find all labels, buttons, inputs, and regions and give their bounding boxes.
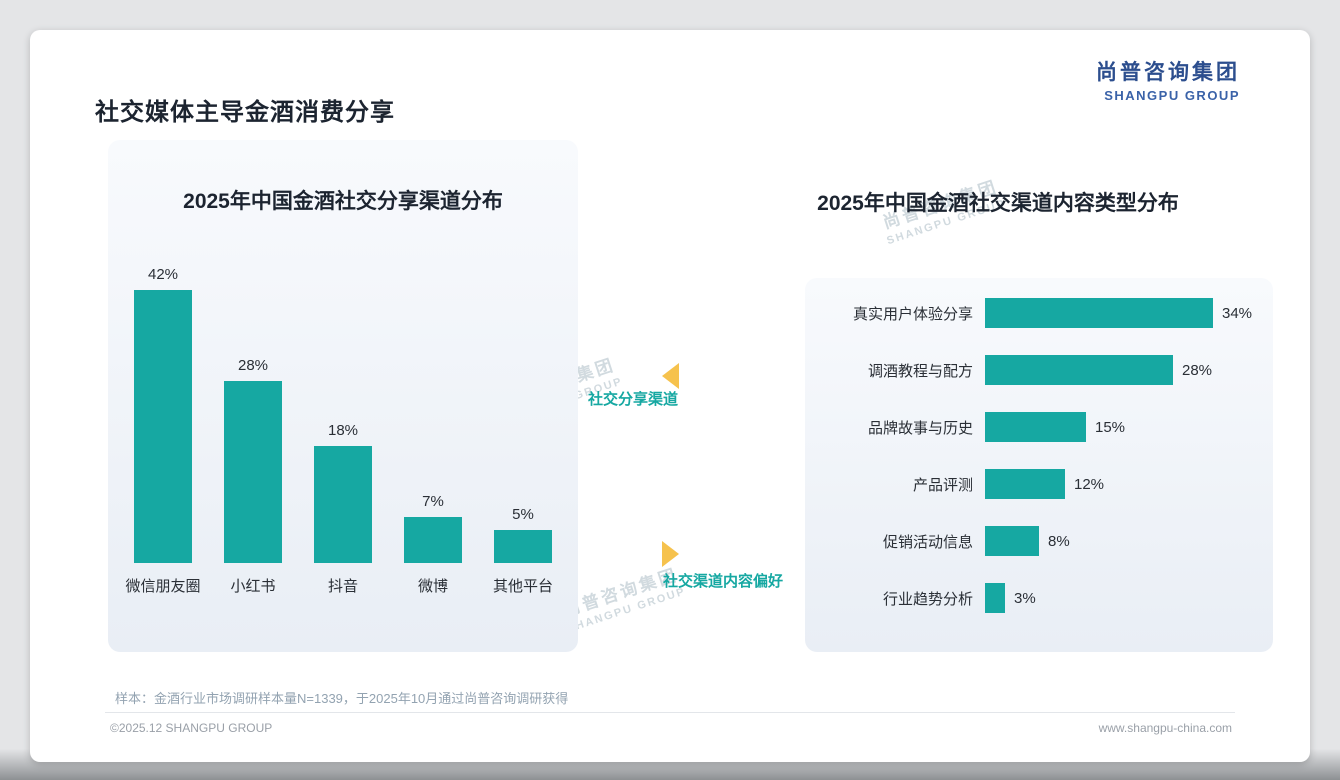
bar-group: 18% 抖音 (299, 242, 387, 595)
logo-english-text: SHANGPU GROUP (1104, 88, 1240, 103)
bar-category-label: 微信朋友圈 (125, 578, 201, 595)
bar-value-label: 34% (1222, 304, 1253, 322)
bar-value-label: 15% (1095, 418, 1126, 436)
footer-website: www.shangpu-china.com (1098, 721, 1232, 735)
sample-note: 样本：金酒行业市场调研样本量N=1339，于2025年10月通过尚普咨询调研获得 (115, 691, 569, 706)
bar-value-label: 12% (1074, 475, 1105, 493)
left-chart-title: 2025年中国金酒社交分享渠道分布 (183, 190, 503, 214)
company-logo: 尚普咨询集团 SHANGPU GROUP (1096, 56, 1240, 103)
content-type-bar-chart: 真实用户体验分享 34% 调酒教程与配方 28% 品牌故事与历史 15% 产品评测 12% 促销… (815, 298, 1265, 640)
bar (314, 446, 372, 563)
arrow-left-icon (662, 363, 679, 389)
bar-value-label: 3% (1014, 589, 1036, 607)
right-chart-annotation: 社交渠道内容偏好 (663, 573, 784, 590)
left-chart-annotation: 社交分享渠道 (588, 391, 679, 408)
bar-category-label: 调酒教程与配方 (867, 362, 973, 380)
logo-chinese-text: 尚普咨询集团 (1096, 61, 1240, 84)
bar (985, 526, 1039, 556)
bar-category-label: 品牌故事与历史 (867, 419, 973, 437)
bar (985, 298, 1213, 328)
bar-row: 调酒教程与配方 28% (815, 355, 1265, 385)
bar-value-label: 28% (1182, 361, 1213, 379)
slide-card: 社交媒体主导金酒消费分享 尚普咨询集团 SHANGPU GROUP 尚普咨询集团… (30, 30, 1310, 762)
bar-category-label: 抖音 (327, 578, 358, 595)
page-title: 社交媒体主导金酒消费分享 (95, 99, 395, 127)
bar-value-label: 8% (1048, 532, 1070, 550)
bar-group: 7% 微博 (389, 242, 477, 595)
right-chart-title: 2025年中国金酒社交渠道内容类型分布 (817, 192, 1179, 216)
footer-copyright: ©2025.12 SHANGPU GROUP (110, 721, 273, 735)
bar (985, 583, 1005, 613)
watermark-en: SHANGPU GROUP (565, 585, 688, 636)
bar-row: 真实用户体验分享 34% (815, 298, 1265, 328)
arrow-right-icon (662, 541, 679, 567)
bar (134, 290, 192, 563)
bar-value-label: 5% (512, 506, 534, 523)
bar-row: 产品评测 12% (815, 469, 1265, 499)
bar-row: 品牌故事与历史 15% (815, 412, 1265, 442)
bar-category-label: 其他平台 (492, 578, 553, 595)
bar-row: 促销活动信息 8% (815, 526, 1265, 556)
bar-value-label: 28% (237, 357, 269, 374)
bar-group: 28% 小红书 (209, 242, 297, 595)
bar (985, 412, 1086, 442)
bar-value-label: 42% (147, 266, 179, 283)
bar-category-label: 小红书 (230, 578, 276, 595)
bar (224, 381, 282, 563)
bar (985, 469, 1065, 499)
bar-category-label: 促销活动信息 (882, 533, 973, 551)
bar-category-label: 产品评测 (912, 476, 973, 494)
social-channel-bar-chart: 42% 微信朋友圈 28% 小红书 18% 抖音 7% 微博 5% 其他平台 (118, 242, 568, 595)
footer-divider (105, 712, 1235, 713)
bar-value-label: 18% (327, 422, 359, 439)
right-chart-panel (805, 278, 1273, 652)
bar-row: 行业趋势分析 3% (815, 583, 1265, 613)
bar (404, 517, 462, 563)
bar-category-label: 微博 (417, 578, 448, 595)
bar-group: 42% 微信朋友圈 (119, 242, 207, 595)
bar (494, 530, 552, 563)
bar-group: 5% 其他平台 (479, 242, 567, 595)
bar-category-label: 真实用户体验分享 (852, 305, 973, 323)
bar (985, 355, 1173, 385)
bar-value-label: 7% (422, 493, 444, 510)
bar-category-label: 行业趋势分析 (882, 590, 973, 608)
